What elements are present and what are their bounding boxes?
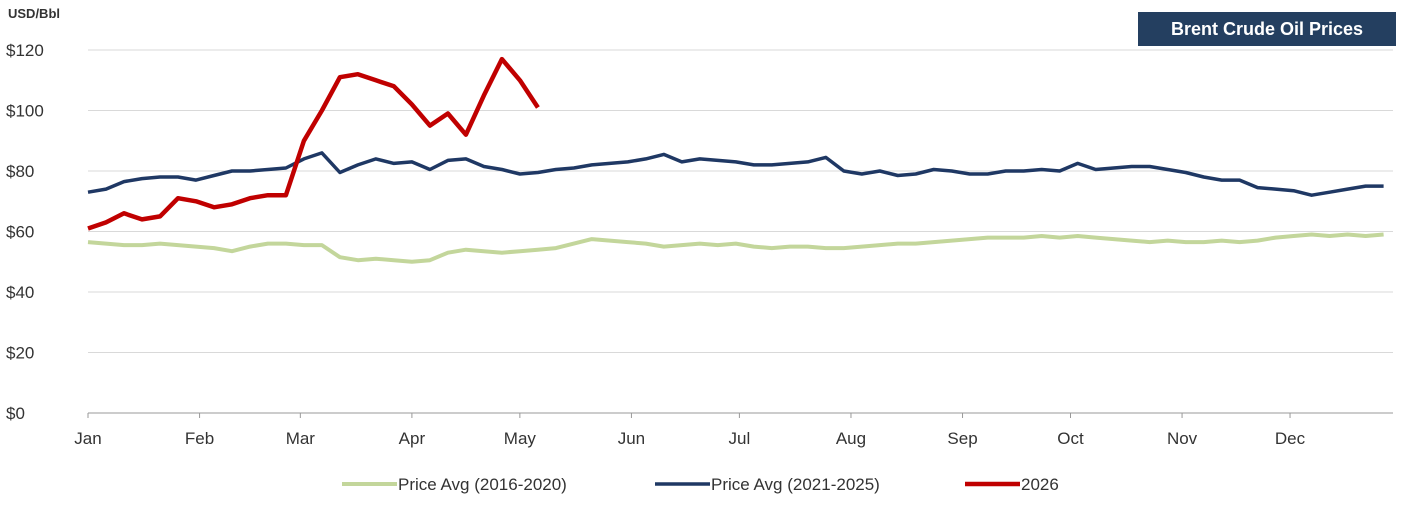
x-tick-label: Jan: [74, 429, 101, 448]
y-tick-label: $60: [6, 223, 34, 242]
x-tick-label: Oct: [1057, 429, 1084, 448]
x-tick-label: Jun: [618, 429, 645, 448]
y-tick-label: $20: [6, 344, 34, 363]
legend-label: Price Avg (2021-2025): [711, 475, 880, 494]
series-line: [87, 232, 1384, 264]
title-box: [1138, 12, 1396, 46]
x-tick-label: Dec: [1275, 429, 1306, 448]
x-tick-label: Nov: [1167, 429, 1198, 448]
series-line: [87, 151, 1384, 197]
y-axis-label: USD/Bbl: [8, 6, 60, 21]
y-tick-label: $80: [6, 162, 34, 181]
x-tick-label: Mar: [286, 429, 316, 448]
x-tick-label: Jul: [729, 429, 751, 448]
x-tick-label: Sep: [947, 429, 977, 448]
chart-title: Brent Crude Oil Prices: [1171, 19, 1363, 39]
x-tick-label: Feb: [185, 429, 214, 448]
y-tick-label: $0: [6, 404, 25, 423]
y-tick-label: $120: [6, 41, 44, 60]
x-tick-label: Apr: [399, 429, 426, 448]
legend-label: 2026: [1021, 475, 1059, 494]
legend-label: Price Avg (2016-2020): [398, 475, 567, 494]
x-tick-label: May: [504, 429, 537, 448]
y-tick-label: $100: [6, 102, 44, 121]
y-tick-label: $40: [6, 283, 34, 302]
x-tick-label: Aug: [836, 429, 866, 448]
series-line: [87, 56, 540, 231]
